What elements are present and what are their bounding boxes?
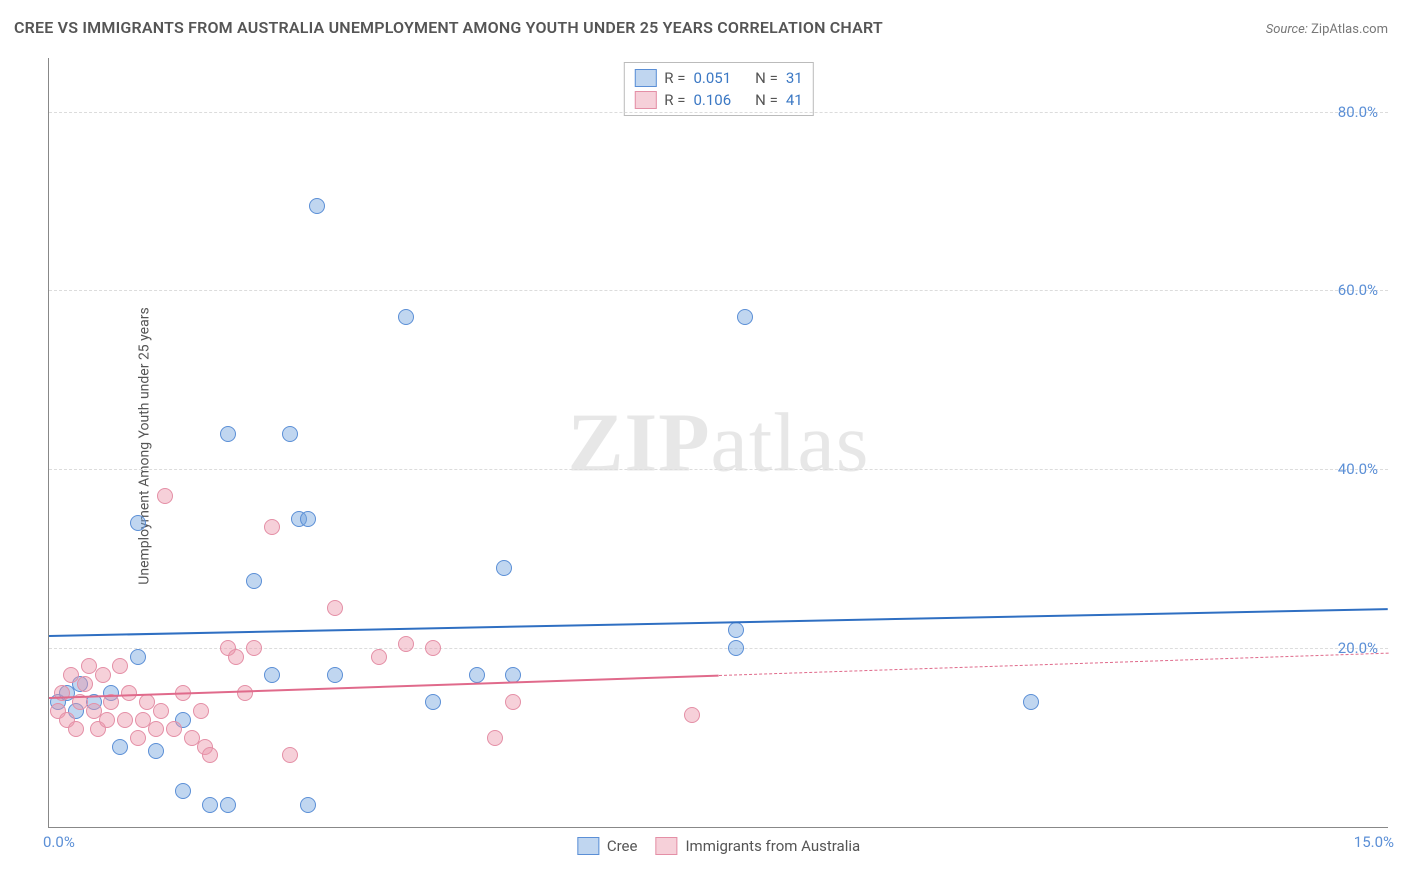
data-point-immigrants (202, 747, 218, 763)
data-point-immigrants (121, 685, 137, 701)
legend-label-immigrants: Immigrants from Australia (685, 837, 860, 855)
data-point-immigrants (237, 685, 253, 701)
data-point-immigrants (166, 721, 182, 737)
data-point-immigrants (327, 600, 343, 616)
data-point-immigrants (487, 730, 503, 746)
data-point-immigrants (228, 649, 244, 665)
data-point-immigrants (99, 712, 115, 728)
data-point-immigrants (398, 636, 414, 652)
data-point-immigrants (68, 721, 84, 737)
legend-swatch-cree (577, 837, 599, 855)
data-point-cree (300, 797, 316, 813)
data-point-cree (264, 667, 280, 683)
data-point-immigrants (264, 519, 280, 535)
data-point-immigrants (77, 676, 93, 692)
points-layer (49, 58, 1388, 827)
legend-series-box: Cree Immigrants from Australia (577, 837, 860, 855)
data-point-cree (246, 573, 262, 589)
source-label: Source: (1266, 22, 1308, 37)
data-point-cree (327, 667, 343, 683)
source-value: ZipAtlas.com (1311, 22, 1388, 37)
data-point-cree (309, 198, 325, 214)
data-point-cree (1023, 694, 1039, 710)
legend-item-cree: Cree (577, 837, 638, 855)
data-point-immigrants (425, 640, 441, 656)
legend-item-immigrants: Immigrants from Australia (655, 837, 860, 855)
data-point-immigrants (282, 747, 298, 763)
data-point-immigrants (130, 730, 146, 746)
data-point-cree (737, 309, 753, 325)
data-point-cree (220, 797, 236, 813)
data-point-cree (202, 797, 218, 813)
data-point-cree (425, 694, 441, 710)
data-point-cree (398, 309, 414, 325)
data-point-cree (148, 743, 164, 759)
data-point-cree (496, 560, 512, 576)
x-tick-label: 0.0% (43, 833, 75, 851)
data-point-cree (300, 511, 316, 527)
data-point-immigrants (157, 488, 173, 504)
data-point-cree (728, 622, 744, 638)
data-point-cree (175, 783, 191, 799)
data-point-cree (469, 667, 485, 683)
data-point-immigrants (246, 640, 262, 656)
legend-label-cree: Cree (607, 837, 638, 855)
data-point-immigrants (117, 712, 133, 728)
legend-swatch-immigrants (655, 837, 677, 855)
data-point-cree (220, 426, 236, 442)
data-point-cree (112, 739, 128, 755)
x-tick-label: 15.0% (1354, 833, 1394, 851)
scatter-plot-area: ZIPatlas R = 0.051 N = 31 R = 0.106 N = … (48, 58, 1388, 828)
data-point-cree (130, 649, 146, 665)
data-point-immigrants (95, 667, 111, 683)
data-point-immigrants (684, 707, 700, 723)
data-point-immigrants (153, 703, 169, 719)
data-point-cree (130, 515, 146, 531)
data-point-cree (282, 426, 298, 442)
data-point-immigrants (148, 721, 164, 737)
data-point-cree (728, 640, 744, 656)
data-point-immigrants (193, 703, 209, 719)
data-point-immigrants (371, 649, 387, 665)
data-point-immigrants (505, 694, 521, 710)
data-point-immigrants (112, 658, 128, 674)
source-attribution: Source: ZipAtlas.com (1266, 22, 1388, 37)
chart-title: CREE VS IMMIGRANTS FROM AUSTRALIA UNEMPL… (14, 18, 883, 37)
